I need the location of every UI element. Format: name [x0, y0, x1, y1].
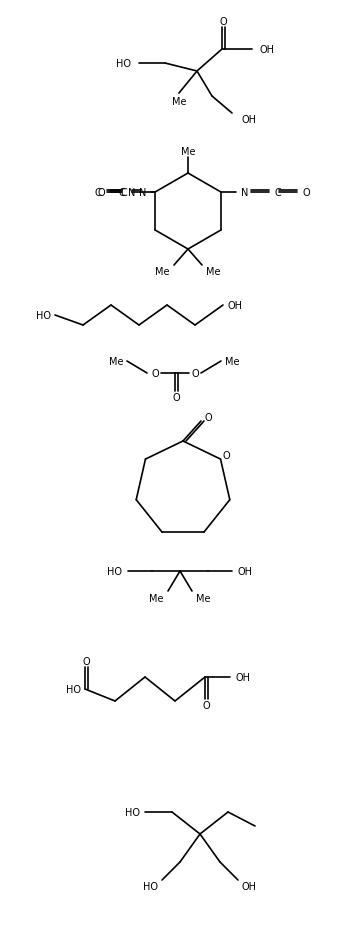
Text: O: O: [204, 413, 212, 422]
Text: Me: Me: [149, 593, 164, 603]
Text: Me: Me: [181, 147, 195, 157]
Text: HO: HO: [107, 566, 122, 576]
Text: Me: Me: [225, 356, 239, 367]
Text: C: C: [118, 187, 125, 198]
Text: O: O: [151, 368, 159, 379]
Text: O: O: [97, 187, 105, 198]
Text: HO: HO: [116, 59, 131, 69]
Text: Me: Me: [172, 97, 186, 107]
Text: OH: OH: [260, 45, 275, 55]
Text: O: O: [172, 393, 180, 403]
Text: O: O: [82, 656, 90, 666]
Text: OH: OH: [235, 672, 250, 682]
Text: C: C: [94, 187, 101, 198]
Text: HO: HO: [36, 311, 51, 321]
Text: HO: HO: [143, 881, 158, 891]
Text: HO: HO: [125, 807, 140, 818]
Text: O: O: [223, 451, 230, 460]
Text: C: C: [275, 187, 282, 198]
Text: O: O: [303, 187, 310, 198]
Text: Me: Me: [206, 266, 220, 277]
Text: O: O: [191, 368, 199, 379]
Text: Me: Me: [155, 266, 170, 277]
Text: Me: Me: [108, 356, 123, 367]
Text: OH: OH: [227, 301, 242, 311]
Text: OH: OH: [242, 115, 257, 125]
Text: O: O: [202, 701, 210, 710]
Text: N: N: [241, 187, 248, 198]
Text: HO: HO: [66, 684, 81, 694]
Text: OH: OH: [242, 881, 257, 891]
Text: Me: Me: [196, 593, 210, 603]
Text: C: C: [120, 187, 127, 198]
Text: N: N: [128, 187, 135, 198]
Text: O: O: [219, 17, 227, 27]
Text: OH: OH: [238, 566, 253, 576]
Text: N: N: [139, 187, 146, 198]
